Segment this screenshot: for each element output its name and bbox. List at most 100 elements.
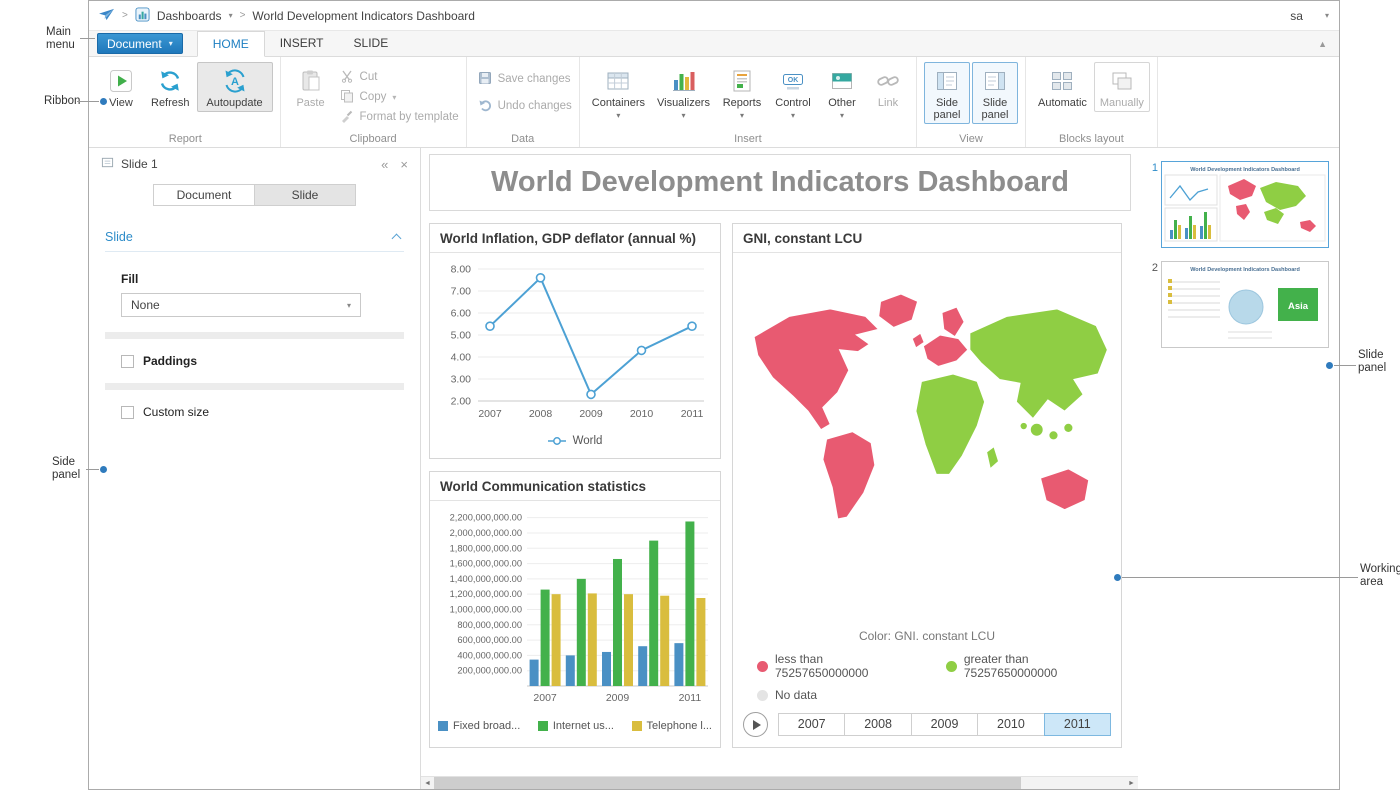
tab-slide-panel[interactable]: Slide <box>254 184 356 206</box>
map-region <box>1063 422 1074 434</box>
collapse-panel-icon[interactable]: « <box>381 156 389 172</box>
scroll-right-icon[interactable]: ► <box>1128 779 1135 787</box>
legend-swatch <box>438 721 448 731</box>
bar-chart: 200,000,000.00 400,000,000.00 600,000,000.… <box>450 513 708 704</box>
visualizers-button[interactable]: Visualizers ▾ <box>652 62 715 122</box>
horizontal-scrollbar[interactable]: ◄ ► <box>421 776 1138 789</box>
automatic-layout-icon <box>1049 68 1075 94</box>
inflation-chart-panel[interactable]: World Inflation, GDP deflator (annual %)… <box>429 223 721 459</box>
chevron-down-icon: ▾ <box>839 111 844 120</box>
map-controls: 2007 2008 2009 2010 2011 <box>743 712 1112 737</box>
autoupdate-button[interactable]: A Autoupdate <box>196 62 273 112</box>
play-button[interactable] <box>743 712 768 737</box>
year-button-2010[interactable]: 2010 <box>977 713 1045 736</box>
bar <box>649 540 659 686</box>
automatic-button[interactable]: Automatic <box>1033 62 1092 112</box>
slide-section-header[interactable]: Slide <box>105 230 404 252</box>
side-panel-toggle-button[interactable]: Side panel <box>923 62 970 124</box>
bar <box>638 646 648 686</box>
x-tick-label: 2007 <box>533 692 557 704</box>
ribbon-group-data: Save changes Undo changes Data <box>467 57 580 147</box>
control-button[interactable]: OK Control ▾ <box>769 62 817 122</box>
user-caret-icon[interactable]: ▾ <box>1324 11 1329 20</box>
tab-home[interactable]: HOME <box>196 31 265 57</box>
annotation-dot <box>100 466 107 473</box>
annotation-line <box>77 101 99 102</box>
communication-chart-panel[interactable]: World Communication statistics 200,000,0… <box>429 471 721 748</box>
document-menu-button[interactable]: Document ▾ <box>97 33 183 54</box>
tab-slide[interactable]: SLIDE <box>353 36 389 50</box>
checkbox[interactable] <box>121 405 134 419</box>
checkbox[interactable] <box>121 354 134 368</box>
paddings-checkbox[interactable]: Paddings <box>121 354 420 368</box>
bar <box>613 558 622 686</box>
legend-dot-icon <box>757 689 768 701</box>
svg-text:OK: OK <box>788 77 799 84</box>
tab-document[interactable]: Document <box>153 184 255 206</box>
breadcrumb-dashboards[interactable]: Dashboards <box>156 8 222 23</box>
slide-thumbnail-row: 2 World Development Indicators Dashboard <box>1144 261 1339 348</box>
fill-select[interactable]: None ▾ <box>121 293 361 317</box>
world-map[interactable] <box>741 255 1113 545</box>
side-panel-icon <box>934 68 960 94</box>
year-button-2009[interactable]: 2009 <box>910 713 979 736</box>
collapse-ribbon-icon[interactable]: ▲ <box>1318 38 1327 49</box>
copy-button[interactable]: Copy ▾ <box>340 89 459 105</box>
tab-insert[interactable]: INSERT <box>279 36 324 50</box>
scrollbar-track[interactable] <box>434 777 1125 789</box>
custom-size-checkbox[interactable]: Custom size <box>121 405 420 419</box>
map-region <box>922 334 969 368</box>
svg-text:World Development Indicators D: World Development Indicators Dashboard <box>1190 167 1300 173</box>
map-region <box>911 332 925 349</box>
data-point <box>485 321 495 331</box>
reports-button[interactable]: Reports ▾ <box>717 62 767 122</box>
year-button-2011[interactable]: 2011 <box>1043 713 1112 736</box>
link-icon <box>875 68 901 94</box>
svg-text:Asia: Asia <box>1288 301 1309 312</box>
map-region <box>1029 422 1044 437</box>
map-panel[interactable]: GNI, constant LCU <box>732 223 1122 748</box>
annotation-line <box>1122 577 1358 578</box>
refresh-button[interactable]: Refresh <box>146 62 195 112</box>
bar <box>696 598 706 686</box>
app-logo-icon[interactable] <box>98 8 115 24</box>
y-tick-label: 8.00 <box>451 264 472 276</box>
scroll-left-icon[interactable]: ◄ <box>424 779 431 787</box>
slide-panel-toggle-button[interactable]: Slide panel <box>971 62 1018 124</box>
paste-button[interactable]: Paste <box>288 62 334 112</box>
slide-thumbnail-2[interactable]: World Development Indicators Dashboard A… <box>1161 261 1329 348</box>
slide-thumbnail-1[interactable]: World Development Indicators Dashboard <box>1161 161 1329 248</box>
containers-button[interactable]: Containers ▾ <box>587 62 650 122</box>
chevron-down-icon: ▾ <box>790 111 795 120</box>
close-panel-icon[interactable]: × <box>400 156 408 172</box>
year-button-2007[interactable]: 2007 <box>778 713 846 736</box>
y-tick-label: 1,800,000,000.00 <box>450 543 522 553</box>
other-button[interactable]: Other ▾ <box>819 62 865 122</box>
user-menu[interactable]: sa <box>1290 8 1303 23</box>
chevron-down-icon[interactable]: ▾ <box>228 11 233 20</box>
side-panel: Slide 1 « × Document Slide Slide Fill No… <box>89 148 421 789</box>
format-by-template-button[interactable]: Format by template <box>340 109 459 125</box>
svg-text:A: A <box>231 76 239 88</box>
map-region <box>941 306 965 338</box>
annotation-side-panel: Side panel <box>52 456 81 481</box>
view-button[interactable]: View <box>98 62 144 112</box>
x-tick-label: 2007 <box>478 408 502 420</box>
manually-button[interactable]: Manually <box>1093 62 1150 112</box>
breadcrumb-title: World Development Indicators Dashboard <box>252 8 475 23</box>
y-tick-label: 5.00 <box>451 330 472 342</box>
save-changes-button[interactable]: Save changes <box>478 71 572 87</box>
bar <box>685 521 695 686</box>
map-region <box>822 431 876 520</box>
map-legend: less than 75257650000000 greater than 752… <box>757 652 1121 710</box>
slide-panel: 1 World Development Indicators Dashboard <box>1138 148 1339 789</box>
visualizers-icon <box>670 68 696 94</box>
link-button[interactable]: Link <box>867 62 909 112</box>
year-button-2008[interactable]: 2008 <box>844 713 912 736</box>
annotation-line <box>80 38 95 39</box>
undo-changes-button[interactable]: Undo changes <box>478 98 572 114</box>
scrollbar-thumb[interactable] <box>434 777 1022 789</box>
chevron-up-icon[interactable] <box>391 233 402 244</box>
annotation-line <box>1334 365 1356 366</box>
cut-button[interactable]: Cut <box>340 69 459 85</box>
